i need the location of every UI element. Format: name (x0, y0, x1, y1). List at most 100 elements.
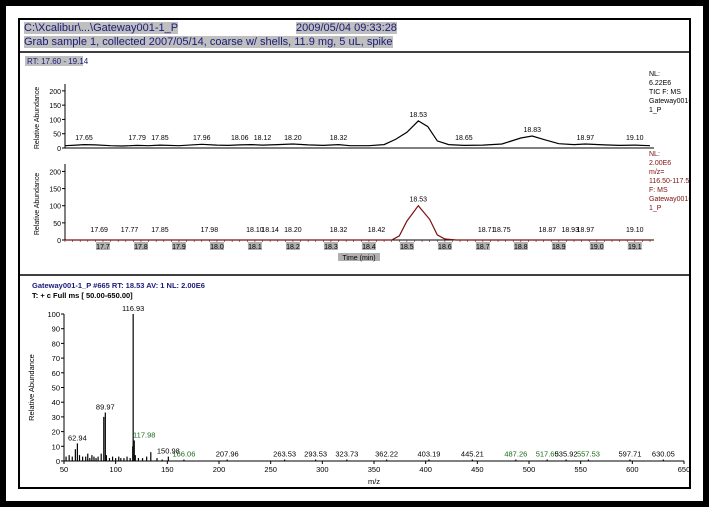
spectrum-peak-label: 597.71 (618, 450, 641, 459)
time-tick-box (399, 242, 414, 250)
peak-label: 17.69 (90, 227, 108, 234)
y-tick-label: 0 (57, 146, 61, 153)
y-axis-label: Relative Abundance (34, 173, 41, 235)
y-tick-label: 100 (49, 117, 61, 124)
spectrum-x-tick-label: 350 (368, 465, 381, 474)
peak-label: 19.10 (626, 135, 644, 142)
spectrum-peak-label: 293.53 (304, 450, 327, 459)
peak-label: 17.98 (201, 227, 219, 234)
spectrum-header-line-1: Gateway001-1_P #665 RT: 18.53 AV: 1 NL: … (32, 281, 205, 290)
report-panel: C:\Xcalibur\...\Gateway001-1_P 2009/05/0… (18, 18, 691, 489)
spectrum-y-tick-label: 70 (52, 354, 60, 363)
time-tick-box (95, 242, 110, 250)
spectrum-y-tick-label: 30 (52, 413, 60, 422)
spectrum-x-tick-label: 450 (471, 465, 484, 474)
peak-label: 17.79 (128, 135, 146, 142)
time-tick-label: 18.9 (552, 244, 566, 251)
time-tick-label: 19.1 (628, 244, 642, 251)
spectrum-x-tick-label: 250 (264, 465, 277, 474)
y-tick-label: 100 (49, 204, 61, 211)
y-tick-label: 0 (57, 238, 61, 245)
peak-label: 18.65 (455, 135, 473, 142)
time-tick-label: 17.8 (134, 244, 148, 251)
time-tick-box (209, 242, 224, 250)
time-tick-label: 18.7 (476, 244, 490, 251)
peak-label: 18.53 (410, 112, 428, 119)
file-path: C:\Xcalibur\...\Gateway001-1_P (24, 22, 179, 34)
spectrum-x-tick-label: 650 (678, 465, 689, 474)
peak-label: 18.10 (246, 227, 264, 234)
trace-info-line: TIC F: MS (649, 89, 681, 96)
spectrum-y-tick-label: 100 (47, 310, 60, 319)
spectrum-peak-label: 557.53 (577, 450, 600, 459)
trace-info-line: Gateway001- (649, 98, 689, 105)
time-tick-box (323, 242, 338, 250)
trace-info-line: 116.50-117.50 (649, 178, 689, 185)
trace-info-line: NL: (649, 151, 660, 158)
rt-range-label: RT: 17.60 - 19.14 (27, 57, 89, 66)
peak-label: 18.75 (493, 227, 511, 234)
time-tick-box (551, 242, 566, 250)
spectrum-peak-label: 630.05 (652, 450, 675, 459)
peak-label: 18.93 (561, 227, 579, 234)
spectrum-peak-label: 362.22 (375, 450, 398, 459)
y-tick-label: 150 (49, 187, 61, 194)
spectrum-x-tick-label: 150 (161, 465, 174, 474)
header-line-1: C:\Xcalibur\...\Gateway001-1_P 2009/05/0… (24, 22, 397, 34)
time-tick-box (361, 242, 376, 250)
trace-info-line: 6.22E6 (649, 80, 671, 87)
time-tick-label: 18.4 (362, 244, 376, 251)
peak-label: 18.32 (330, 135, 348, 142)
peak-label: 18.20 (284, 227, 302, 234)
spectrum-peak-label: 517.60 (536, 450, 559, 459)
peak-label: 17.85 (151, 227, 169, 234)
peak-label: 18.97 (577, 135, 595, 142)
spectrum-peak-label: 403.19 (417, 450, 440, 459)
acquisition-datetime: 2009/05/04 09:33:28 (296, 22, 397, 34)
y-tick-label: 150 (49, 103, 61, 110)
trace-info-line: 2.00E6 (649, 160, 671, 167)
y-tick-label: 50 (53, 132, 61, 139)
y-tick-label: 50 (53, 221, 61, 228)
header-line-2: Grab sample 1, collected 2007/05/14, coa… (24, 36, 393, 48)
time-tick-label: 18.5 (400, 244, 414, 251)
spectrum-peak-label: 62.94 (68, 433, 87, 442)
peak-label: 18.87 (539, 227, 557, 234)
trace-info-line: F: MS (649, 187, 668, 194)
peak-label: 18.42 (368, 227, 386, 234)
spectrum-x-tick-label: 200 (213, 465, 226, 474)
chromatogram-trace-1 (64, 120, 651, 147)
time-tick-box (589, 242, 604, 250)
spectrum-peak-label: 89.97 (96, 402, 115, 411)
y-tick-label: 200 (49, 89, 61, 96)
time-tick-label: 18.3 (324, 244, 338, 251)
spectrum-x-tick-label: 400 (419, 465, 432, 474)
peak-label: 18.71 (478, 227, 496, 234)
peak-label: 18.20 (284, 135, 302, 142)
peak-label: 18.97 (577, 227, 595, 234)
spectrum-header-line-2: T: + c Full ms [ 50.00-650.00] (32, 291, 133, 300)
spectrum-x-tick-label: 550 (574, 465, 587, 474)
spectrum-y-tick-label: 20 (52, 428, 60, 437)
spectrum-x-tick-label: 300 (316, 465, 329, 474)
spectrum-peak-label: 150.98 (157, 447, 180, 456)
spectrum-x-tick-label: 50 (60, 465, 68, 474)
spectrum-x-axis-label: m/z (368, 477, 380, 486)
peak-label: 17.77 (121, 227, 139, 234)
spectrum-y-tick-label: 0 (56, 457, 60, 466)
peak-label: 18.53 (410, 197, 428, 204)
spectrum-peak-label: 535.92 (555, 450, 578, 459)
time-tick-box (285, 242, 300, 250)
time-tick-box (171, 242, 186, 250)
time-tick-label: 18.0 (210, 244, 224, 251)
spectrum-peak-label: 116.93 (122, 304, 144, 313)
peak-label: 18.32 (330, 227, 348, 234)
peak-label: 17.85 (151, 135, 169, 142)
trace-info-line: 1_P (649, 107, 662, 114)
spectrum-y-axis-label: Relative Abundance (27, 354, 36, 421)
peak-label: 18.83 (523, 127, 541, 134)
rt-range-highlight (25, 56, 83, 66)
time-tick-box (247, 242, 262, 250)
outer-frame: C:\Xcalibur\...\Gateway001-1_P 2009/05/0… (6, 6, 703, 501)
